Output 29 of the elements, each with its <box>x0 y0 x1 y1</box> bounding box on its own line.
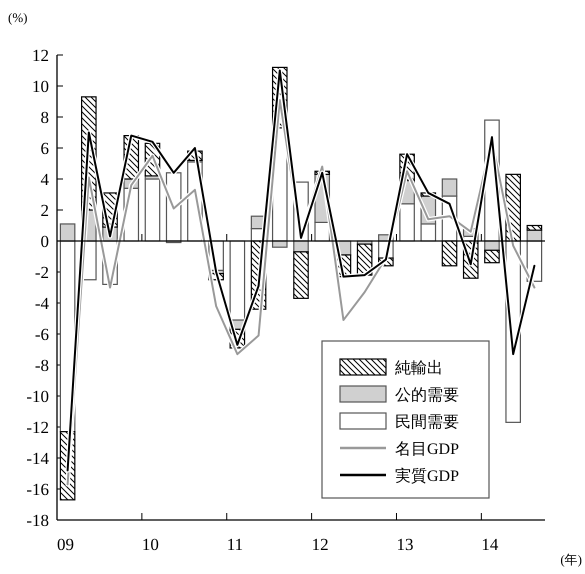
y-tick-label: -6 <box>34 325 49 344</box>
y-tick-label: 2 <box>40 201 49 220</box>
y-tick-label: 4 <box>40 170 50 189</box>
y-tick-label: -10 <box>26 387 49 406</box>
legend-label: 実質GDP <box>395 467 460 485</box>
y-tick-label: -18 <box>26 511 49 530</box>
x-tick-label: 11 <box>226 535 244 554</box>
x-tick-label: 10 <box>142 535 159 554</box>
legend-label: 民間需要 <box>395 414 459 431</box>
y-tick-label: -2 <box>34 263 49 282</box>
y-tick-label: -4 <box>34 294 50 313</box>
x-tick-label: 14 <box>481 535 499 554</box>
y-tick-label: 8 <box>40 108 49 127</box>
y-tick-label: 12 <box>32 46 49 65</box>
x-axis-title: (年) <box>560 552 582 567</box>
y-tick-label: -12 <box>26 418 49 437</box>
y-tick-label: 10 <box>32 77 49 96</box>
legend-label: 純輸出 <box>395 359 443 377</box>
y-tick-label: 0 <box>40 232 49 251</box>
x-tick-label: 12 <box>312 535 329 554</box>
y-tick-label: -14 <box>26 449 50 468</box>
y-axis-title: (%) <box>8 10 28 25</box>
y-tick-label: -8 <box>34 356 49 375</box>
x-tick-label: 09 <box>57 535 74 554</box>
legend-label: 名目GDP <box>395 441 460 458</box>
x-tick-label: 13 <box>396 535 414 554</box>
y-tick-label: -16 <box>26 480 49 499</box>
legend-label: 公的需要 <box>395 387 459 404</box>
y-tick-label: 6 <box>40 139 49 158</box>
